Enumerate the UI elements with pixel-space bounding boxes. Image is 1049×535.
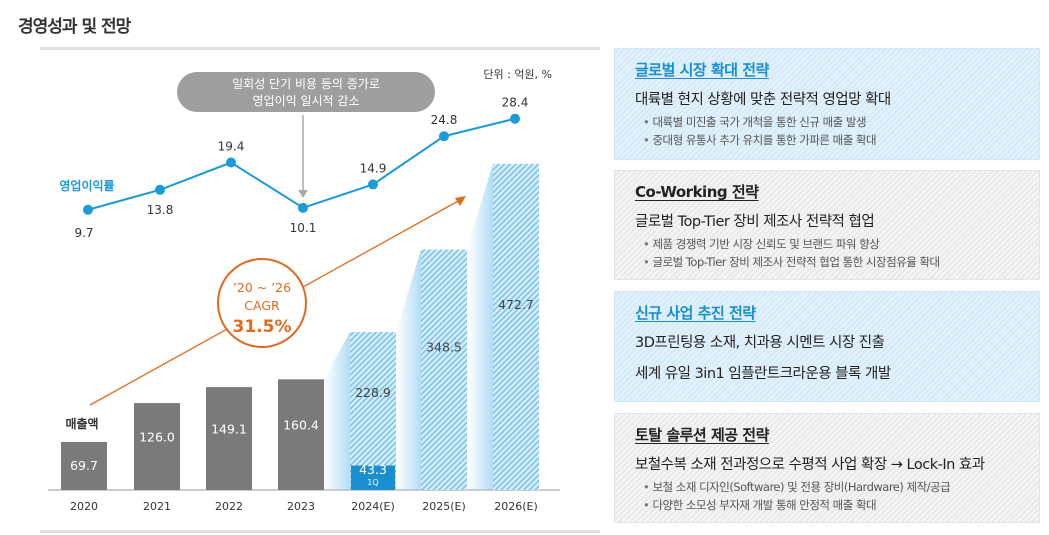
card-bullets: 보철 소재 디자인(Software) 및 전용 장비(Hardware) 제작…: [635, 478, 1019, 514]
annotation-line2: 영업이익 일시적 감소: [253, 94, 360, 108]
bar-series-label: 매출액: [65, 416, 98, 431]
growth-shade: [467, 163, 493, 490]
bar-2026(E): [493, 163, 539, 490]
x-tick-label: 2024(E): [351, 500, 395, 513]
quarter-value-label: 43.3: [359, 462, 387, 477]
x-tick-label: 2022: [215, 500, 243, 513]
margin-value-label: 19.4: [218, 140, 245, 154]
bar-2023: [278, 379, 324, 490]
growth-shade: [396, 249, 421, 490]
bar-2024-1q: [351, 465, 395, 490]
margin-point-2021: [155, 184, 165, 195]
margin-line: [87, 117, 516, 211]
chart-panel: [40, 47, 600, 533]
card-bullets: 제품 경쟁력 기반 시장 신뢰도 및 브랜드 파워 향상글로벌 Top-Tier…: [635, 235, 1019, 271]
cagr-period: ’20 ~ ’26: [233, 280, 291, 295]
cagr-value: 31.5%: [233, 317, 292, 337]
x-tick-label: 2026(E): [494, 500, 538, 513]
card-bullet: 중대형 유통사 추가 유치를 통한 가파른 매출 확대: [643, 131, 1019, 149]
x-tick-label: 2021: [143, 500, 171, 513]
margin-point-2026(E): [510, 113, 520, 124]
bar-value-label: 126.0: [139, 430, 175, 445]
bar-value-label: 69.7: [70, 458, 98, 473]
card-bullet: 다양한 소모성 부자재 개발 통해 안정적 매출 확대: [643, 496, 1019, 514]
page-title: 경영성과 및 전망: [18, 17, 131, 37]
card-bullet: 제품 경쟁력 기반 시장 신뢰도 및 브랜드 파워 향상: [643, 235, 1019, 253]
bar-value-label: 160.4: [283, 418, 319, 433]
annotation-bubble: [177, 72, 435, 112]
x-tick-label: 2023: [287, 500, 315, 513]
margin-point-2025(E): [439, 131, 449, 142]
bar-2025(E): [421, 249, 467, 490]
card-title: 글로벌 시장 확대 전략: [635, 61, 769, 79]
margin-point-2022: [226, 157, 236, 168]
card-main-text: 세계 유일 3in1 임플란트크라운용 블록 개발: [635, 366, 891, 382]
bar-2024(E): [350, 332, 396, 490]
unit-note: 단위 : 억원, %: [483, 68, 552, 81]
bar-value-label: 149.1: [211, 422, 247, 437]
bar-2022: [206, 387, 252, 490]
quarter-label: 1Q: [367, 478, 378, 487]
card-bullets: 대륙별 미진출 국가 개척을 통한 신규 매출 발생중대형 유통사 추가 유치를…: [635, 113, 1019, 149]
card-title: 토탈 솔루션 제공 전략: [635, 426, 769, 444]
bar-value-label: 472.7: [498, 297, 534, 312]
card-title: 신규 사업 추진 전략: [635, 304, 756, 322]
annotation-line1: 일회성 단기 비용 등의 증가로: [232, 77, 380, 91]
card-bullet: 보철 소재 디자인(Software) 및 전용 장비(Hardware) 제작…: [643, 478, 1019, 496]
card-main-text: 글로벌 Top-Tier 장비 제조사 전략적 협업: [635, 214, 875, 230]
card-bullet: 대륙별 미진출 국가 개척을 통한 신규 매출 발생: [643, 113, 1019, 131]
card-main-text: 대륙별 현지 상황에 맞춘 전략적 영업망 확대: [635, 92, 891, 108]
revenue-margin-chart: 69.7 2020 126.0 2021 149.1 2022 160.4 2023 228.9…: [48, 68, 560, 513]
margin-point-2024(E): [368, 179, 378, 190]
cagr-arrowhead-icon: [455, 196, 466, 206]
margin-value-label: 14.9: [360, 161, 387, 175]
card-main-text: 보철수복 소재 전과정으로 수평적 사업 확장 → Lock-In 효과: [635, 457, 985, 473]
x-tick-label: 2025(E): [422, 500, 466, 513]
bar-2021: [134, 403, 180, 490]
cagr-label: CAGR: [244, 298, 280, 313]
margin-value-label: 13.8: [147, 203, 174, 217]
margin-value-label: 24.8: [431, 113, 458, 127]
margin-point-2020: [83, 204, 93, 215]
margin-value-label: 10.1: [290, 221, 317, 235]
bar-value-label: 228.9: [355, 385, 391, 400]
card-main-text: 3D프린팅용 소재, 치과용 시멘트 시장 진출: [635, 335, 885, 351]
bar-value-label: 348.5: [426, 340, 462, 355]
annotation-arrowhead-icon: [298, 190, 308, 198]
card-title: Co-Working 전략: [635, 183, 759, 201]
margin-value-label: 28.4: [502, 96, 529, 110]
bar-2020: [61, 441, 107, 490]
card-bullet: 글로벌 Top-Tier 장비 제조사 전략적 협업 통한 시장점유율 확대: [643, 253, 1019, 271]
line-series-label: 영업이익률: [59, 178, 114, 193]
growth-shade: [324, 332, 350, 490]
margin-point-2023: [298, 202, 308, 213]
x-tick-label: 2020: [70, 500, 98, 513]
cagr-circle: [217, 258, 307, 348]
margin-value-label: 9.7: [74, 226, 93, 240]
